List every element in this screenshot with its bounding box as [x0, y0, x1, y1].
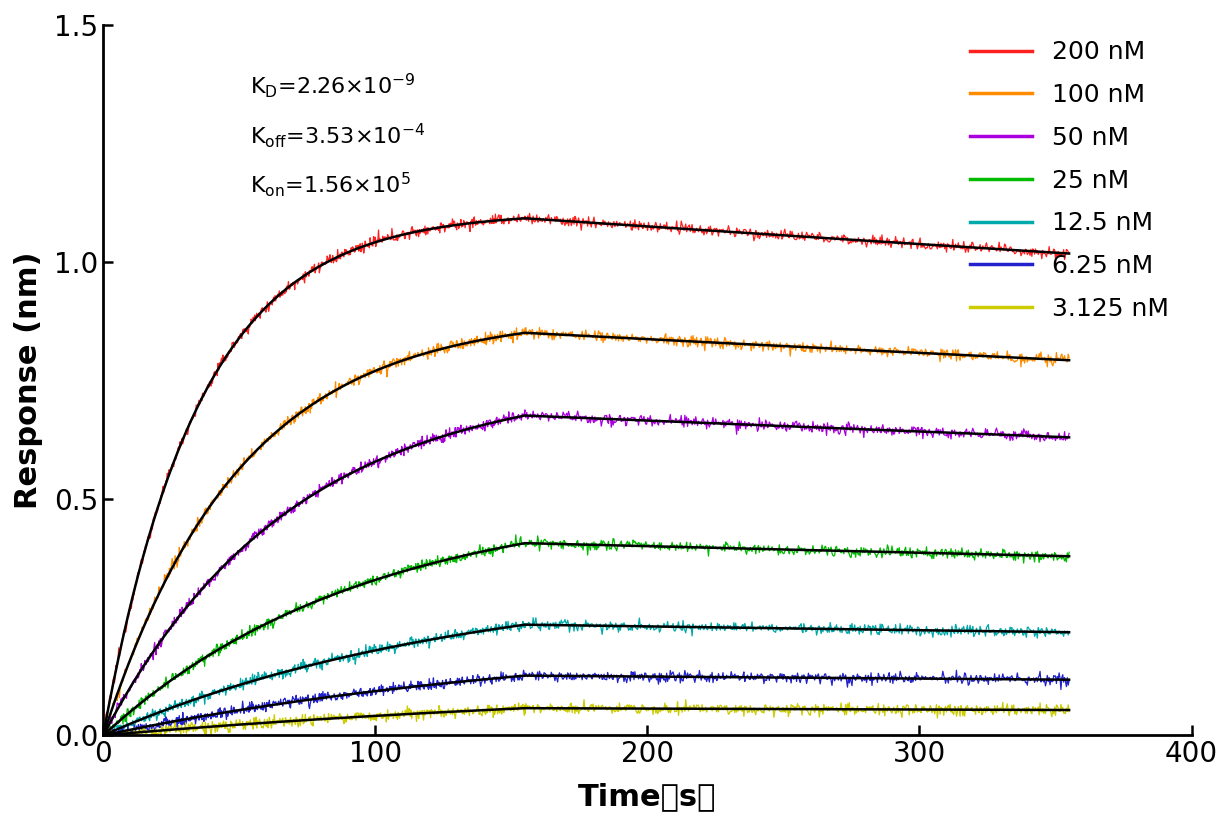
- Text: K$_{\mathregular{D}}$=2.26×10$^{-9}$: K$_{\mathregular{D}}$=2.26×10$^{-9}$: [250, 71, 415, 100]
- Legend: 200 nM, 100 nM, 50 nM, 25 nM, 12.5 nM, 6.25 nM, 3.125 nM: 200 nM, 100 nM, 50 nM, 25 nM, 12.5 nM, 6…: [960, 31, 1179, 331]
- Text: K$_{\mathregular{off}}$=3.53×10$^{-4}$: K$_{\mathregular{off}}$=3.53×10$^{-4}$: [250, 120, 425, 149]
- Text: K$_{\mathregular{on}}$=1.56×10$^{5}$: K$_{\mathregular{on}}$=1.56×10$^{5}$: [250, 171, 411, 200]
- Y-axis label: Response (nm): Response (nm): [14, 252, 43, 509]
- X-axis label: Time（s）: Time（s）: [578, 782, 717, 811]
